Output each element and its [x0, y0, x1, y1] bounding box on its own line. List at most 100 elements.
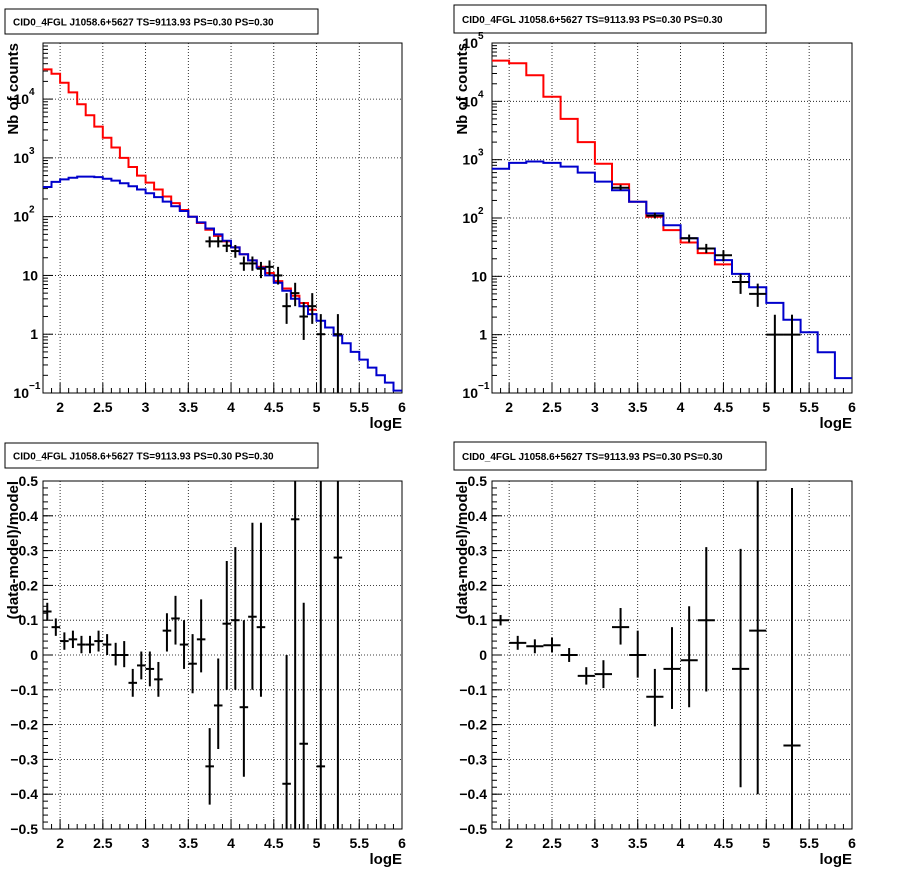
data-point — [137, 651, 146, 680]
y-tick-label: 0.4 — [468, 508, 488, 524]
y-tick-label: 10 — [462, 93, 478, 109]
y-axis-label: Nb of counts — [454, 43, 471, 135]
x-tick-label: 4.5 — [714, 399, 734, 415]
x-tick-label: 2.5 — [93, 835, 113, 851]
y-tick-label: 10 — [462, 385, 478, 401]
y-tick-label: −0.2 — [459, 717, 487, 733]
y-tick-label: −0.5 — [10, 821, 38, 837]
data-point — [256, 522, 266, 697]
x-axis-label: logE — [820, 851, 853, 868]
y-tick-label: 0.3 — [19, 543, 39, 559]
data-point — [783, 314, 801, 393]
y-tick-label: 10 — [462, 152, 478, 168]
data-point — [111, 642, 120, 666]
data-point — [697, 243, 715, 254]
data-point — [154, 661, 163, 697]
chart-pad-2: CID0_4FGL J1058.6+5627 TS=9113.93 PS=0.3… — [453, 4, 856, 432]
y-tick-label: 10 — [22, 267, 38, 283]
data-point — [333, 314, 343, 393]
y-tick-label: −0.2 — [10, 717, 38, 733]
y-axis-label: (data-model)/model — [5, 481, 22, 619]
data-point — [714, 250, 732, 262]
data-point — [526, 639, 544, 654]
data-point — [222, 561, 232, 690]
y-tick-label: 10 — [13, 91, 29, 107]
data-point — [60, 632, 69, 650]
x-tick-label: 6 — [398, 835, 406, 851]
x-tick-label: 5.5 — [799, 835, 819, 851]
chart-title: CID0_4FGL J1058.6+5627 TS=9113.93 PS=0.3… — [13, 452, 274, 463]
y-tick-label: −0.3 — [459, 751, 487, 767]
data-point — [85, 635, 95, 654]
data-point — [492, 614, 510, 626]
chart-pad-1: CID0_4FGL J1058.6+5627 TS=9113.93 PS=0.3… — [4, 8, 406, 432]
data-point — [196, 599, 206, 673]
data-point — [612, 608, 630, 645]
x-axis-label: logE — [370, 851, 403, 868]
data-point — [222, 240, 232, 253]
x-tick-label: 2.5 — [542, 835, 562, 851]
x-tick-label: 2 — [56, 835, 64, 851]
y-tick-label: 0.5 — [468, 473, 488, 489]
y-tick-label: 0 — [30, 647, 38, 663]
data-point — [265, 260, 274, 276]
x-tick-label: 4 — [677, 399, 685, 415]
y-tick-exponent: 3 — [29, 146, 35, 157]
data-point — [543, 637, 561, 653]
data-point — [560, 648, 578, 662]
data-point — [629, 630, 647, 678]
x-axis-label: logE — [820, 415, 853, 432]
x-tick-label: 4 — [227, 835, 235, 851]
data-point — [290, 481, 300, 829]
data-point — [680, 234, 698, 243]
y-tick-exponent: 2 — [478, 206, 484, 217]
x-tick-label: 2 — [56, 399, 64, 415]
data-point — [577, 667, 595, 685]
data-point — [128, 668, 138, 697]
x-tick-label: 3 — [591, 399, 599, 415]
y-tick-label: −0.3 — [10, 751, 38, 767]
data-point — [248, 256, 257, 271]
y-tick-label: 1 — [479, 327, 487, 343]
data-point — [239, 256, 249, 271]
x-tick-label: 5.5 — [350, 399, 370, 415]
data-point — [119, 641, 129, 668]
data-point — [179, 620, 189, 669]
plot-frame — [42, 480, 403, 830]
x-tick-label: 5 — [313, 399, 321, 415]
x-tick-label: 4.5 — [264, 399, 284, 415]
chart-pad-3: CID0_4FGL J1058.6+5627 TS=9113.93 PS=0.3… — [4, 442, 406, 868]
y-tick-label: 0.5 — [19, 473, 39, 489]
x-axis-label: logE — [370, 415, 403, 432]
data-point — [213, 658, 223, 749]
data-point — [663, 627, 681, 709]
y-tick-label: 10 — [13, 150, 29, 166]
data-point — [316, 481, 326, 829]
data-point — [43, 602, 52, 621]
x-tick-label: 3.5 — [628, 399, 648, 415]
y-tick-label: 0.2 — [19, 577, 39, 593]
x-tick-label: 3 — [142, 399, 150, 415]
x-tick-label: 4.5 — [264, 835, 284, 851]
y-tick-label: 0.4 — [19, 508, 39, 524]
data-point — [231, 547, 240, 690]
title-box — [453, 4, 767, 34]
y-tick-exponent: 4 — [29, 87, 35, 98]
plot-frame — [42, 42, 403, 394]
y-tick-label: 0.1 — [468, 612, 488, 628]
data-point — [299, 602, 308, 829]
data-point — [732, 273, 750, 294]
data-point — [162, 613, 172, 652]
data-point — [612, 184, 630, 191]
data-point — [213, 236, 223, 248]
data-point — [273, 266, 283, 285]
x-tick-label: 3 — [591, 835, 599, 851]
x-tick-label: 4 — [227, 399, 235, 415]
data-point — [290, 282, 300, 307]
x-tick-label: 5 — [762, 835, 770, 851]
data-point — [231, 244, 240, 258]
data-point — [509, 635, 527, 650]
x-tick-label: 5 — [762, 399, 770, 415]
data-point — [766, 314, 784, 393]
